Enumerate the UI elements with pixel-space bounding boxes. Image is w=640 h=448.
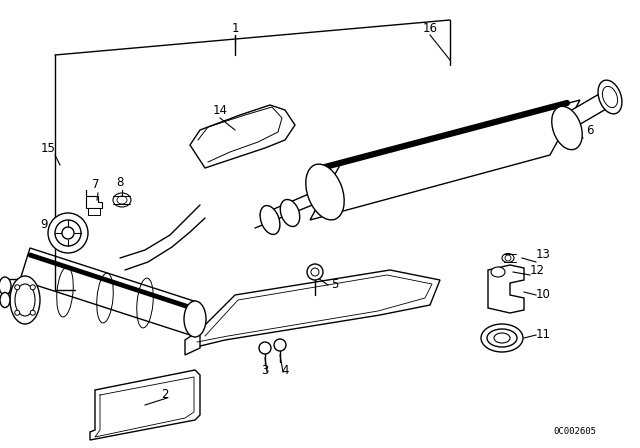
Polygon shape (86, 190, 102, 208)
Circle shape (307, 264, 323, 280)
Circle shape (15, 310, 20, 315)
Text: 8: 8 (116, 177, 124, 190)
Text: 13: 13 (536, 249, 550, 262)
Ellipse shape (62, 227, 74, 239)
Text: 4: 4 (281, 363, 289, 376)
Polygon shape (20, 248, 200, 335)
Polygon shape (185, 330, 200, 355)
Ellipse shape (0, 277, 11, 295)
Text: 5: 5 (332, 279, 339, 292)
Ellipse shape (260, 206, 280, 234)
Circle shape (505, 255, 511, 261)
Ellipse shape (184, 301, 206, 337)
Ellipse shape (494, 333, 510, 343)
Ellipse shape (598, 80, 622, 114)
Ellipse shape (0, 293, 10, 307)
Ellipse shape (117, 196, 127, 204)
Polygon shape (488, 265, 524, 313)
Ellipse shape (10, 276, 40, 324)
Ellipse shape (602, 86, 618, 108)
Circle shape (30, 310, 35, 315)
Polygon shape (310, 100, 580, 220)
Circle shape (274, 339, 286, 351)
Text: 16: 16 (422, 22, 438, 34)
Text: 2: 2 (161, 388, 169, 401)
Ellipse shape (55, 220, 81, 246)
Text: 7: 7 (92, 178, 100, 191)
Ellipse shape (113, 193, 131, 207)
Text: 12: 12 (529, 263, 545, 276)
Text: 15: 15 (40, 142, 56, 155)
Circle shape (30, 285, 35, 290)
Text: 3: 3 (261, 363, 269, 376)
Ellipse shape (15, 284, 35, 316)
Ellipse shape (491, 267, 505, 277)
Text: 11: 11 (536, 328, 550, 341)
Text: 0C002605: 0C002605 (554, 427, 596, 436)
Circle shape (259, 342, 271, 354)
Text: 9: 9 (40, 219, 48, 232)
Ellipse shape (306, 164, 344, 220)
Text: 1: 1 (231, 22, 239, 34)
Ellipse shape (487, 329, 517, 347)
Polygon shape (88, 208, 100, 215)
Polygon shape (90, 370, 200, 440)
Polygon shape (192, 270, 440, 348)
Ellipse shape (280, 199, 300, 227)
Ellipse shape (502, 254, 514, 263)
Circle shape (15, 285, 20, 290)
Polygon shape (558, 90, 613, 133)
Ellipse shape (552, 106, 582, 150)
Circle shape (311, 268, 319, 276)
Text: 6: 6 (586, 124, 594, 137)
Text: 10: 10 (536, 289, 550, 302)
Ellipse shape (48, 213, 88, 253)
Text: 14: 14 (212, 103, 227, 116)
Polygon shape (190, 105, 295, 168)
Ellipse shape (481, 324, 523, 352)
